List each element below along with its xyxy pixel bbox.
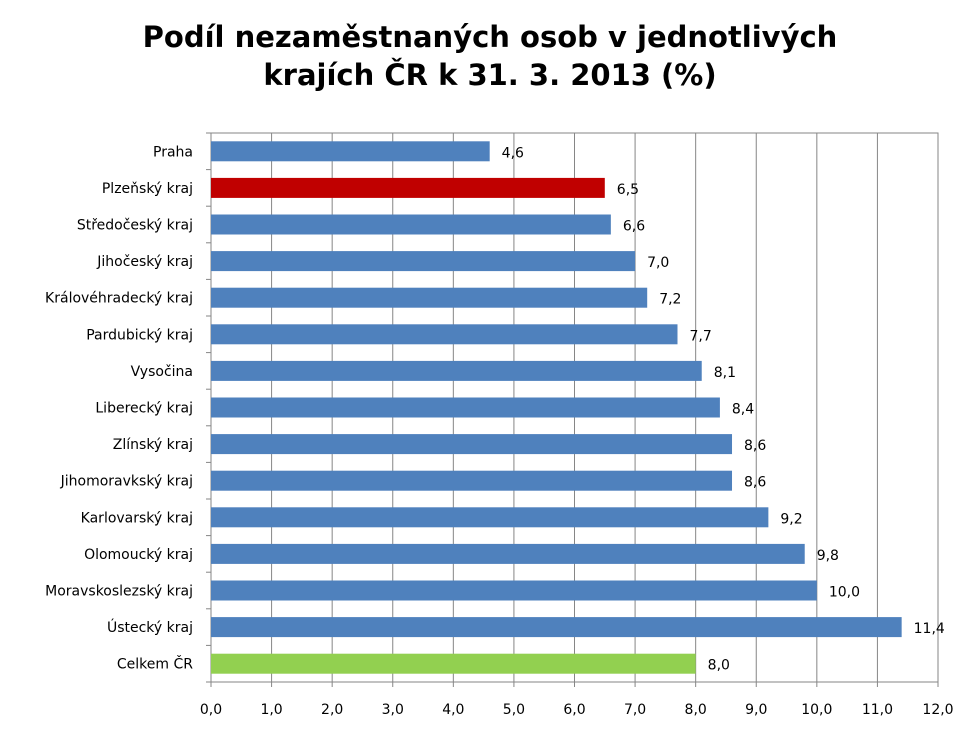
bar <box>211 324 678 345</box>
category-label: Středočeský kraj <box>77 218 193 234</box>
bar <box>211 251 636 272</box>
data-label: 7,2 <box>659 292 681 308</box>
bar <box>211 360 702 381</box>
bar <box>211 543 805 564</box>
category-label: Praha <box>153 144 193 160</box>
x-tick-label: 3,0 <box>382 702 404 718</box>
bar <box>211 653 696 674</box>
data-label: 9,2 <box>780 511 802 527</box>
category-label: Plzeňský kraj <box>102 181 193 197</box>
data-label: 6,6 <box>623 219 645 235</box>
bar <box>211 177 605 198</box>
data-label: 8,0 <box>708 658 730 674</box>
x-tick-label: 2,0 <box>321 702 343 718</box>
category-label: Olomoucký kraj <box>84 547 193 563</box>
x-tick-label: 7,0 <box>624 702 646 718</box>
chart-title-line-1: Podíl nezaměstnaných osob v jednotlivých <box>142 20 838 54</box>
data-label: 7,7 <box>689 328 711 344</box>
x-tick-label: 6,0 <box>563 702 585 718</box>
x-tick-label: 8,0 <box>685 702 707 718</box>
data-label: 8,6 <box>744 475 766 491</box>
x-tick-label: 10,0 <box>801 702 832 718</box>
x-tick-label: 5,0 <box>503 702 525 718</box>
x-tick-label: 0,0 <box>200 702 222 718</box>
x-tick-label: 12,0 <box>922 702 953 718</box>
category-label: Pardubický kraj <box>86 327 193 343</box>
category-label: Moravskoslezský kraj <box>45 584 193 600</box>
category-label: Vysočina <box>131 364 193 380</box>
chart-title-line-2: krajích ČR k 31. 3. 2013 (%) <box>263 58 717 92</box>
chart-title: Podíl nezaměstnaných osob v jednotlivých… <box>0 18 980 94</box>
x-tick-label: 9,0 <box>745 702 767 718</box>
category-label: Zlínský kraj <box>113 437 193 453</box>
bar <box>211 397 720 418</box>
data-label: 4,6 <box>502 145 524 161</box>
data-label: 8,6 <box>744 438 766 454</box>
x-tick-label: 1,0 <box>260 702 282 718</box>
data-label: 8,1 <box>714 365 736 381</box>
category-label: Karlovarský kraj <box>81 510 193 526</box>
data-label: 9,8 <box>817 548 839 564</box>
bar <box>211 214 611 235</box>
category-label: Jihočeský kraj <box>96 254 193 270</box>
category-label: Celkem ČR <box>117 655 193 673</box>
bar <box>211 434 733 455</box>
data-label: 7,0 <box>647 255 669 271</box>
bar <box>211 617 902 638</box>
bar <box>211 580 817 601</box>
x-tick-label: 11,0 <box>862 702 893 718</box>
data-label: 6,5 <box>617 182 639 198</box>
bar <box>211 141 490 162</box>
data-label: 8,4 <box>732 402 754 418</box>
category-label: Ústecký kraj <box>107 618 193 636</box>
category-label: Jihomoravkský kraj <box>60 474 193 490</box>
bar <box>211 287 648 308</box>
bar <box>211 470 733 491</box>
bar <box>211 507 769 528</box>
data-label: 10,0 <box>829 585 860 601</box>
category-label: Liberecký kraj <box>95 401 193 417</box>
data-label: 11,4 <box>914 621 945 637</box>
x-tick-label: 4,0 <box>442 702 464 718</box>
category-label: Královéhradecký kraj <box>45 291 193 307</box>
